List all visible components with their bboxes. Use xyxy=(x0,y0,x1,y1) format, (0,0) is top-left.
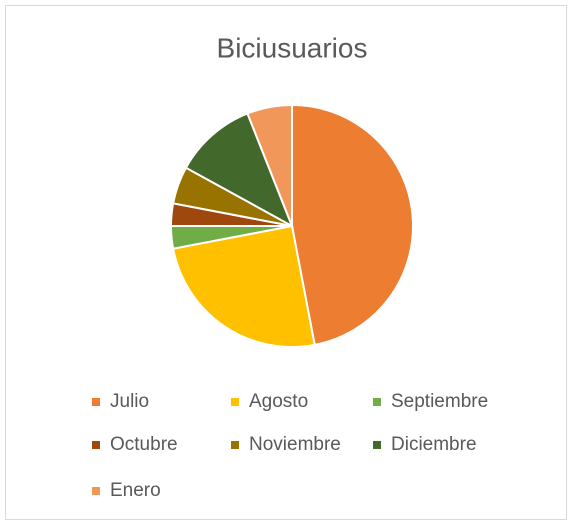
legend-swatch xyxy=(231,398,239,406)
legend-label: Julio xyxy=(110,391,149,412)
legend-swatch xyxy=(92,487,100,495)
legend-swatch xyxy=(231,441,239,449)
legend-swatch xyxy=(92,441,100,449)
chart-title: Biciusuarios xyxy=(217,32,368,63)
legend-label: Enero xyxy=(110,480,161,501)
legend-label: Noviembre xyxy=(249,434,341,455)
pie-slice xyxy=(184,112,294,229)
legend-label: Octubre xyxy=(110,434,178,455)
legend-swatch xyxy=(92,398,100,406)
pie-slice xyxy=(291,103,414,347)
pie-slice xyxy=(246,103,293,227)
legend-swatch xyxy=(373,398,381,406)
pie-slice xyxy=(171,224,316,348)
legend-label: Diciembre xyxy=(391,434,477,455)
legend-label: Septiembre xyxy=(391,391,488,412)
legend-swatch xyxy=(373,441,381,449)
legend-label: Agosto xyxy=(249,391,308,412)
